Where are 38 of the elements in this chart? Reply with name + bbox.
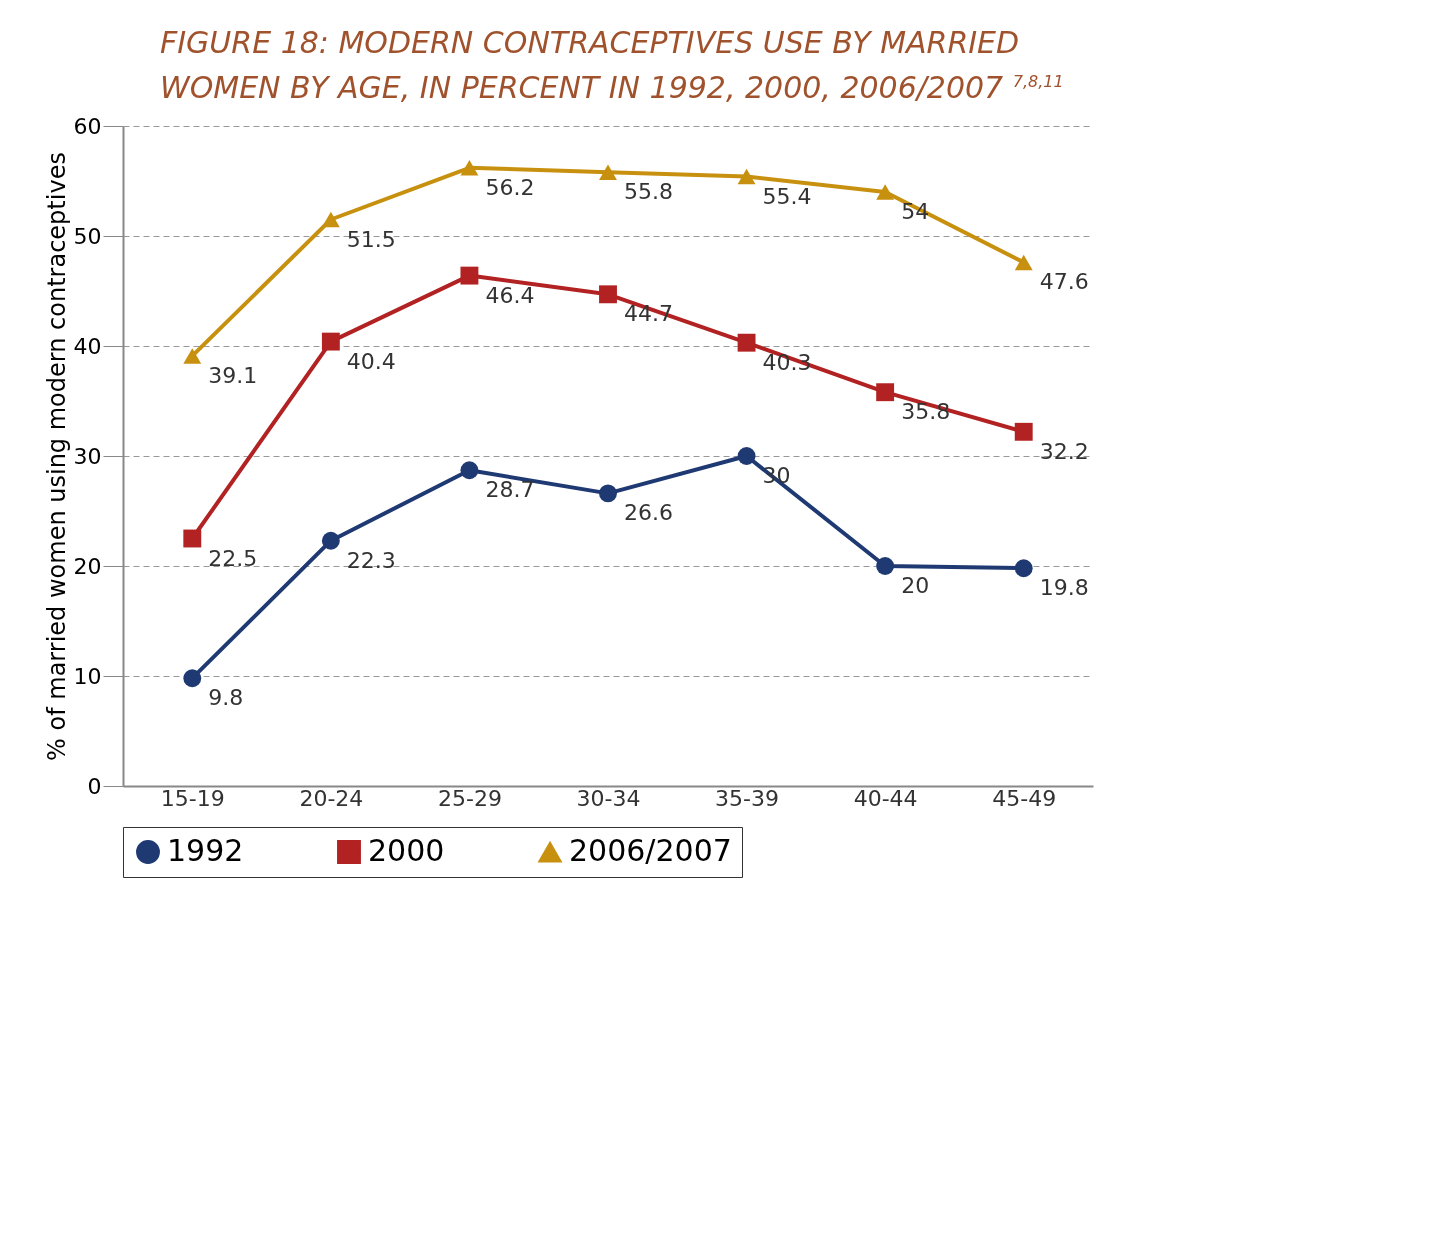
data-label: 46.4 — [485, 282, 535, 308]
data-label: 9.8 — [208, 685, 244, 711]
data-label: 28.7 — [485, 477, 535, 503]
data-label: 40.3 — [762, 349, 812, 375]
chart-title: FIGURE 18: MODERN CONTRACEPTIVES USE BY MARRIED WOMEN BY AGE, IN PERCENT IN 1992, 2000, 2006/2007 $^{7,8,11}$ — [160, 24, 1065, 107]
x-tick-label: 35-39 — [715, 785, 780, 811]
y-tick-label: 50 — [73, 223, 102, 249]
data-label: 39.1 — [208, 362, 258, 388]
data-label: 55.8 — [624, 179, 673, 205]
data-label: 56.2 — [485, 174, 535, 200]
data-label: 44.7 — [624, 301, 673, 327]
x-tick-label: 45-49 — [992, 785, 1057, 811]
y-axis-title: % of married women using modern contraceptives — [42, 152, 71, 761]
legend-label: 2006/2007 — [569, 833, 732, 868]
data-label: 32.2 — [1039, 438, 1089, 464]
y-tick-label: 60 — [73, 113, 102, 139]
data-label: 40.4 — [346, 348, 396, 374]
data-label: 20 — [901, 573, 930, 598]
data-label: 55.4 — [762, 183, 812, 209]
y-tick-label: 40 — [73, 333, 102, 359]
y-tick-label: 20 — [73, 553, 102, 579]
data-label: 22.5 — [208, 545, 258, 571]
data-label: 51.5 — [346, 226, 396, 252]
data-label: 26.6 — [624, 500, 673, 526]
data-label: 47.6 — [1039, 269, 1089, 295]
y-tick-label: 10 — [73, 663, 102, 689]
x-tick-label: 15-19 — [160, 785, 225, 811]
legend-label: 2000 — [368, 833, 445, 868]
x-tick-label: 25-29 — [437, 785, 502, 811]
data-label: 35.8 — [901, 399, 951, 425]
legend-label: 1992 — [167, 833, 244, 868]
y-tick-label: 30 — [73, 443, 102, 469]
data-label: 22.3 — [346, 547, 396, 573]
x-tick-label: 30-34 — [576, 785, 641, 811]
x-tick-label: 20-24 — [299, 785, 364, 811]
y-tick-label: 0 — [87, 773, 102, 799]
data-label: 19.8 — [1039, 575, 1089, 601]
x-tick-label: 40-44 — [853, 785, 918, 811]
